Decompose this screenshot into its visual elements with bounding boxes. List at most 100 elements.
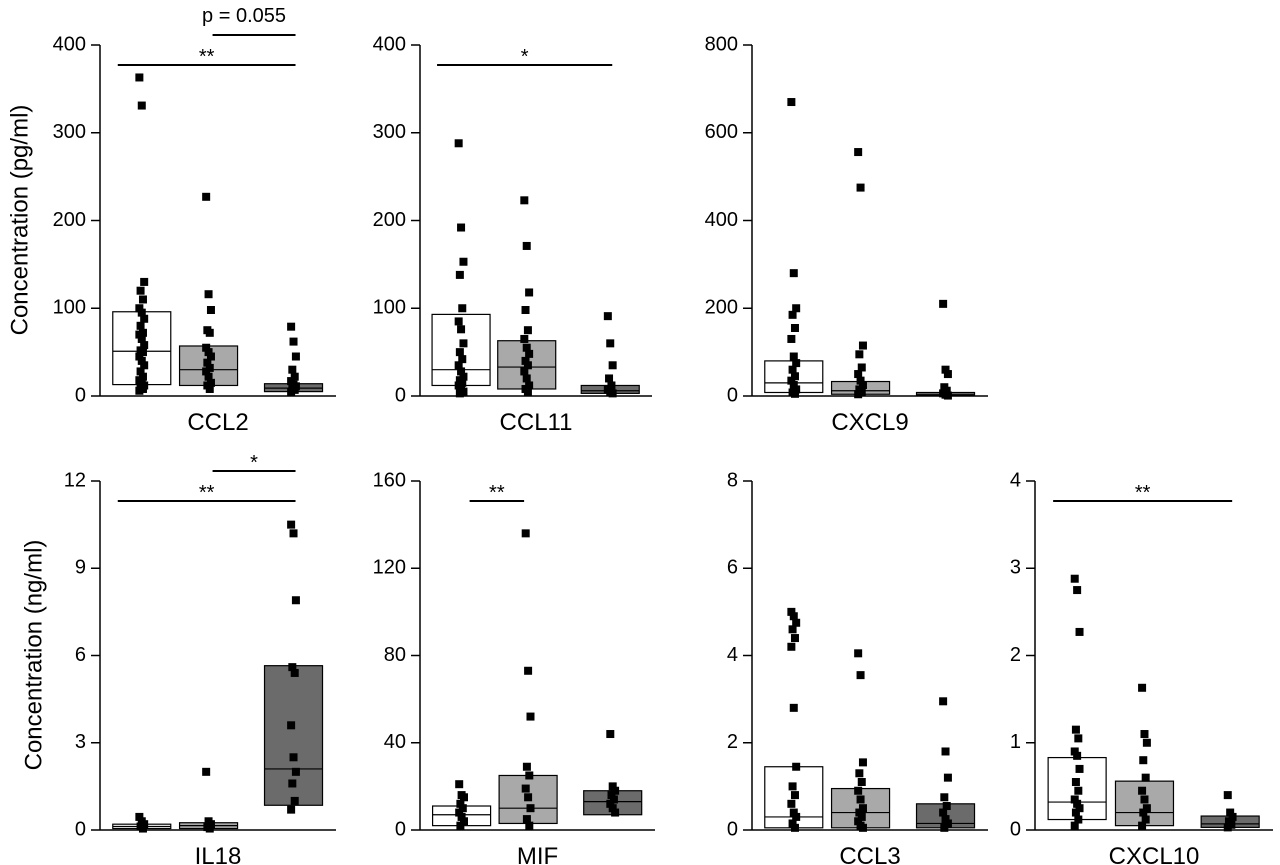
data-point [206, 352, 215, 361]
data-point [136, 286, 145, 295]
y-tick-label: 3 [75, 731, 86, 753]
data-point [459, 257, 468, 266]
data-point [1141, 773, 1150, 782]
data-point [788, 625, 797, 634]
data-point [790, 389, 799, 398]
data-point [526, 712, 535, 721]
data-point [854, 370, 863, 379]
data-point [204, 290, 213, 299]
data-point [459, 339, 468, 348]
data-point [940, 823, 949, 832]
data-point [522, 241, 531, 250]
data-point [792, 304, 801, 313]
y-tick-label: 0 [75, 384, 86, 406]
data-point [204, 348, 213, 357]
data-point [1142, 738, 1151, 747]
data-point [787, 607, 796, 616]
data-point [138, 348, 147, 357]
category-label: IL18 [195, 843, 242, 865]
data-point [790, 372, 799, 381]
y-tick-label: 0 [727, 818, 738, 840]
data-point [854, 786, 863, 795]
data-point [138, 295, 147, 304]
data-point [206, 306, 215, 315]
data-point [522, 343, 531, 352]
data-point [458, 355, 467, 364]
panel-cxcl10: 0 1 2 3 4 CXCL10 ** [1010, 469, 1273, 865]
category-label: CCL2 [187, 409, 248, 436]
data-point [1075, 627, 1084, 636]
y-tick-label: 400 [373, 33, 406, 55]
data-point [854, 148, 863, 157]
data-point [856, 376, 865, 385]
data-point [607, 791, 616, 800]
data-point [788, 365, 797, 374]
data-point [521, 529, 530, 538]
y-tick-label: 300 [373, 121, 406, 143]
data-point [611, 786, 620, 795]
data-point [459, 817, 468, 826]
data-point [1138, 786, 1147, 795]
data-point [790, 323, 799, 332]
data-point [1071, 725, 1080, 734]
data-point [858, 804, 867, 813]
data-point [789, 381, 798, 390]
data-point [1071, 778, 1080, 787]
data-point [792, 812, 801, 821]
data-point [608, 804, 617, 813]
y-tick-label: 2 [727, 731, 738, 753]
data-point [1073, 586, 1082, 595]
data-point [289, 753, 298, 762]
data-point [858, 758, 867, 767]
data-point [456, 821, 465, 830]
data-point [1142, 804, 1151, 813]
data-point [290, 796, 299, 805]
y-tick-label: 6 [727, 557, 738, 579]
data-point [290, 372, 299, 381]
data-point [202, 767, 211, 776]
data-point [526, 804, 535, 813]
data-point [1071, 808, 1080, 817]
data-point [457, 325, 466, 334]
significance-label: * [250, 452, 258, 474]
data-point [787, 799, 796, 808]
data-point [609, 795, 618, 804]
data-point [858, 381, 867, 390]
data-point [140, 277, 149, 286]
data-point [291, 352, 300, 361]
data-point [603, 312, 612, 321]
data-point [857, 812, 866, 821]
category-label: CCL11 [500, 409, 573, 436]
data-point [943, 391, 952, 400]
y-tick-label: 300 [53, 121, 86, 143]
data-point [136, 321, 145, 330]
data-point [606, 339, 615, 348]
data-point [943, 819, 952, 828]
data-point [940, 793, 949, 802]
data-point [1223, 823, 1232, 832]
data-point [1139, 756, 1148, 765]
data-point [137, 334, 146, 343]
data-point [287, 805, 296, 814]
data-point [1070, 574, 1079, 583]
row1-y-axis-label: Concentration (pg/ml) [6, 105, 33, 336]
data-point [939, 299, 948, 308]
data-point [1070, 821, 1079, 830]
y-tick-label: 1 [1010, 731, 1021, 753]
data-point [858, 341, 867, 350]
data-point [790, 634, 799, 643]
data-point [204, 372, 213, 381]
data-point [288, 779, 297, 788]
category-label: CCL3 [839, 843, 900, 865]
data-point [856, 183, 865, 192]
data-point [608, 782, 617, 791]
data-point [205, 328, 214, 337]
data-point [787, 334, 796, 343]
data-point [941, 747, 950, 756]
data-point [787, 98, 796, 107]
y-tick-label: 160 [373, 469, 406, 491]
data-point [792, 762, 801, 771]
significance-label: p = 0.055 [202, 5, 286, 27]
data-point [522, 374, 531, 383]
y-tick-label: 80 [384, 644, 406, 666]
